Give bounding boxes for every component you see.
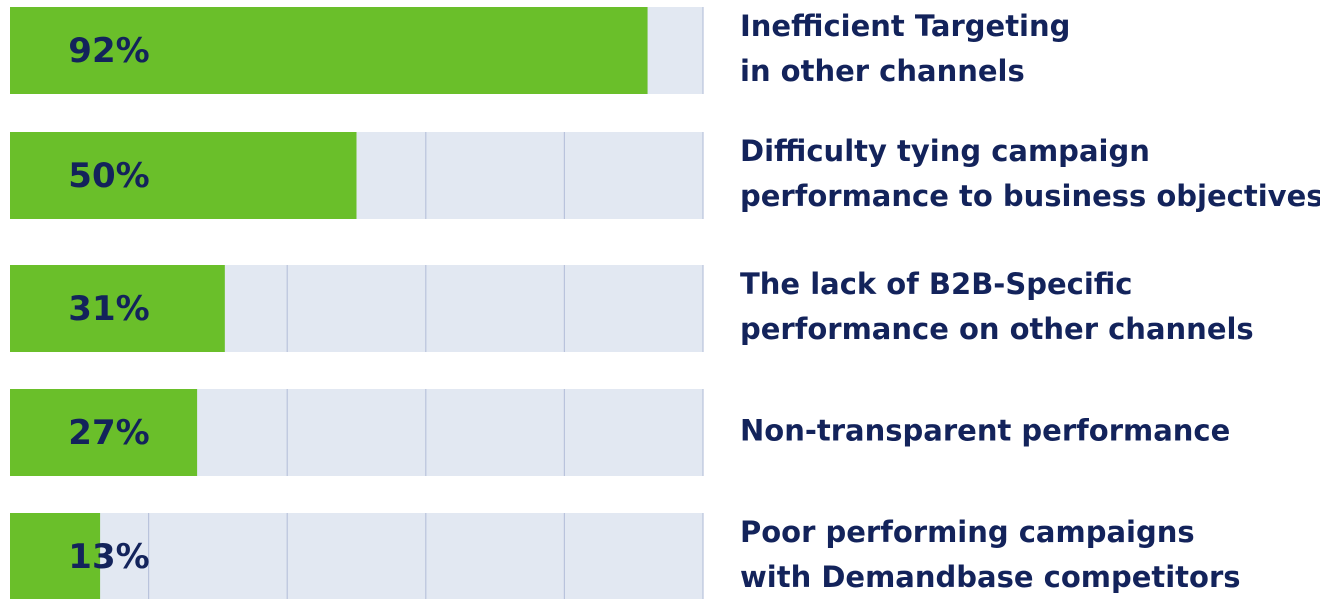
category-label: Difficulty tying campaign bbox=[740, 134, 1150, 168]
bar bbox=[10, 7, 648, 94]
bar-track bbox=[10, 513, 703, 600]
value-label: 13% bbox=[68, 537, 149, 577]
bar bbox=[10, 265, 225, 352]
bar bbox=[10, 132, 357, 219]
value-label: 31% bbox=[68, 289, 149, 329]
category-label: Inefficient Targeting bbox=[740, 9, 1070, 43]
category-label: Poor performing campaigns bbox=[740, 515, 1195, 549]
category-label: The lack of B2B-Specific bbox=[740, 267, 1132, 301]
value-label: 50% bbox=[68, 156, 149, 196]
category-label: performance to business objectives bbox=[740, 179, 1320, 213]
category-label: with Demandbase competitors bbox=[740, 560, 1241, 594]
category-label: Non-transparent performance bbox=[740, 414, 1230, 448]
value-label: 92% bbox=[68, 31, 149, 71]
value-label: 27% bbox=[68, 413, 149, 453]
bar bbox=[10, 513, 101, 600]
category-label: performance on other channels bbox=[740, 312, 1254, 346]
category-label: in other channels bbox=[740, 54, 1025, 88]
bar bbox=[10, 389, 198, 476]
